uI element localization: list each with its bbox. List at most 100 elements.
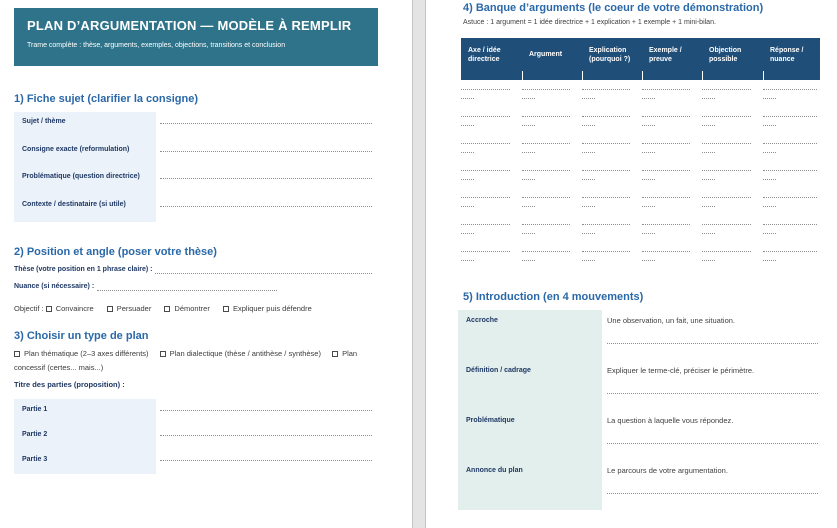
table-cell[interactable] bbox=[702, 219, 763, 242]
table-row bbox=[461, 107, 820, 134]
table-cell[interactable] bbox=[522, 111, 582, 134]
table-header-column-separators bbox=[461, 71, 820, 80]
table-cell[interactable] bbox=[763, 192, 820, 215]
section-1-heading: 1) Fiche sujet (clarifier la consigne) bbox=[14, 93, 198, 105]
fill-in-line[interactable] bbox=[607, 443, 818, 444]
table-cell[interactable] bbox=[461, 219, 522, 242]
section-1-fields: Sujet / thème Consigne exacte (reformula… bbox=[14, 112, 372, 222]
table-cell[interactable] bbox=[461, 165, 522, 188]
table-cell[interactable] bbox=[642, 138, 702, 161]
left-page: PLAN D’ARGUMENTATION — MODÈLE À REMPLIR … bbox=[0, 0, 412, 528]
fill-in-line[interactable] bbox=[607, 493, 818, 494]
right-page: 4) Banque d’arguments (le coeur de votre… bbox=[426, 0, 837, 528]
fill-in-line[interactable] bbox=[160, 449, 372, 461]
table-cell[interactable] bbox=[582, 165, 642, 188]
field-label: Partie 3 bbox=[14, 449, 156, 474]
table-header-row: Axe / idée directrice Argument Explicati… bbox=[461, 38, 820, 71]
checkbox-icon[interactable] bbox=[159, 351, 166, 357]
table-cell[interactable] bbox=[763, 219, 820, 242]
checkbox-icon[interactable] bbox=[332, 351, 339, 357]
fill-in-line[interactable] bbox=[155, 266, 372, 274]
fill-in-line[interactable] bbox=[160, 140, 372, 152]
table-cell[interactable] bbox=[522, 165, 582, 188]
table-cell[interactable] bbox=[461, 111, 522, 134]
table-cell[interactable] bbox=[763, 84, 820, 107]
table-header-cell: Explication (pourquoi ?) bbox=[589, 46, 631, 63]
table-cell[interactable] bbox=[702, 111, 763, 134]
checkbox-label: Démontrer bbox=[174, 304, 210, 313]
table-cell[interactable] bbox=[702, 246, 763, 269]
table-cell[interactable] bbox=[582, 84, 642, 107]
checkbox-icon[interactable] bbox=[164, 306, 171, 312]
fill-in-line[interactable] bbox=[607, 343, 818, 344]
table-cell[interactable] bbox=[461, 84, 522, 107]
checkbox-label: Plan thématique (2–3 axes différents) bbox=[24, 349, 149, 358]
field-row: Partie 2 bbox=[14, 424, 372, 449]
table-cell[interactable] bbox=[763, 165, 820, 188]
checkbox-icon[interactable] bbox=[45, 306, 52, 312]
checkbox-label: Persuader bbox=[116, 304, 152, 313]
intro-row: Annonce du plan Le parcours de votre arg… bbox=[458, 460, 818, 510]
fill-in-line[interactable] bbox=[160, 167, 372, 179]
fill-in-line[interactable] bbox=[160, 399, 372, 411]
fill-in-line[interactable] bbox=[97, 283, 278, 291]
document-title: PLAN D’ARGUMENTATION — MODÈLE À REMPLIR bbox=[27, 18, 352, 33]
table-row bbox=[461, 188, 820, 215]
table-cell[interactable] bbox=[582, 138, 642, 161]
fill-in-line[interactable] bbox=[160, 424, 372, 436]
field-hint: Une observation, un fait, une situation. bbox=[607, 316, 735, 325]
table-cell[interactable] bbox=[702, 192, 763, 215]
table-cell[interactable] bbox=[522, 246, 582, 269]
table-cell[interactable] bbox=[642, 165, 702, 188]
fill-in-line[interactable] bbox=[607, 393, 818, 394]
document-subtitle: Trame complète : thèse, arguments, exemp… bbox=[27, 42, 286, 49]
field-hint: Expliquer le terme-clé, préciser le péri… bbox=[607, 366, 755, 375]
table-row bbox=[461, 215, 820, 242]
table-header-cell: Argument bbox=[529, 51, 563, 58]
field-label: Définition / cadrage bbox=[458, 360, 602, 410]
table-cell[interactable] bbox=[522, 84, 582, 107]
nuance-label: Nuance (si nécessaire) : bbox=[14, 283, 95, 290]
checkbox-icon[interactable] bbox=[14, 351, 20, 357]
checkbox-label: Plan concessif (certes... mais...) bbox=[14, 349, 358, 372]
table-cell[interactable] bbox=[522, 219, 582, 242]
table-cell[interactable] bbox=[522, 192, 582, 215]
table-cell[interactable] bbox=[702, 138, 763, 161]
field-hint: Le parcours de votre argumentation. bbox=[607, 466, 728, 475]
table-cell[interactable] bbox=[461, 246, 522, 269]
field-row: Partie 3 bbox=[14, 449, 372, 474]
table-row bbox=[461, 161, 820, 188]
introduction-grid: Accroche Une observation, un fait, une s… bbox=[458, 310, 818, 510]
table-cell[interactable] bbox=[642, 219, 702, 242]
table-cell[interactable] bbox=[582, 192, 642, 215]
table-cell[interactable] bbox=[642, 246, 702, 269]
section-2-heading: 2) Position et angle (poser votre thèse) bbox=[14, 246, 217, 258]
table-cell[interactable] bbox=[461, 192, 522, 215]
table-header-cell: Exemple / preuve bbox=[649, 46, 682, 63]
table-cell[interactable] bbox=[763, 111, 820, 134]
field-label: Partie 2 bbox=[14, 424, 156, 449]
table-cell[interactable] bbox=[522, 138, 582, 161]
checkbox-icon[interactable] bbox=[222, 306, 229, 312]
field-label: Consigne exacte (reformulation) bbox=[14, 139, 156, 167]
table-cell[interactable] bbox=[702, 165, 763, 188]
table-cell[interactable] bbox=[582, 246, 642, 269]
table-cell[interactable] bbox=[582, 111, 642, 134]
field-label: Annonce du plan bbox=[458, 460, 602, 510]
table-cell[interactable] bbox=[642, 84, 702, 107]
table-cell[interactable] bbox=[642, 192, 702, 215]
fill-in-line[interactable] bbox=[160, 195, 372, 207]
table-body bbox=[461, 80, 820, 269]
table-cell[interactable] bbox=[763, 138, 820, 161]
table-cell[interactable] bbox=[702, 84, 763, 107]
table-cell[interactable] bbox=[582, 219, 642, 242]
table-cell[interactable] bbox=[461, 138, 522, 161]
checkbox-icon[interactable] bbox=[106, 306, 113, 312]
fill-in-line[interactable] bbox=[160, 112, 372, 124]
table-cell[interactable] bbox=[642, 111, 702, 134]
field-label: Sujet / thème bbox=[14, 112, 156, 140]
table-cell[interactable] bbox=[763, 246, 820, 269]
arguments-table: Axe / idée directrice Argument Explicati… bbox=[461, 38, 820, 269]
intro-row: Accroche Une observation, un fait, une s… bbox=[458, 310, 818, 360]
field-row: Contexte / destinataire (si utile) bbox=[14, 194, 372, 222]
